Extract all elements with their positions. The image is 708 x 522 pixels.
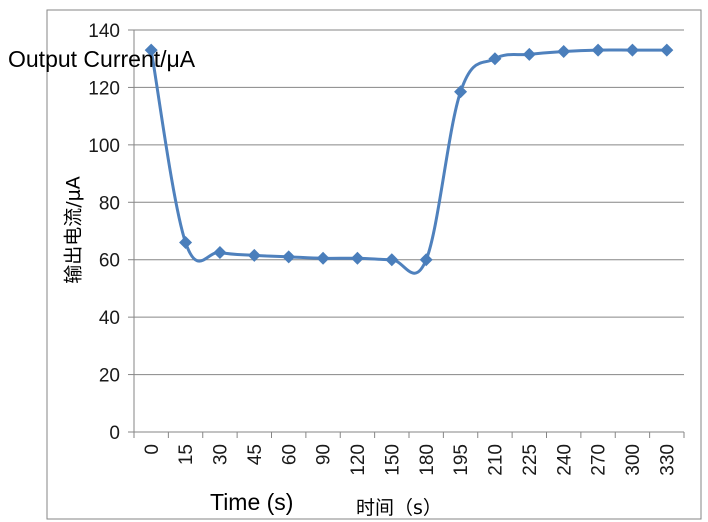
x-tick-label: 0 [142, 444, 163, 455]
y-tick-label: 40 [99, 308, 120, 329]
x-tick-label: 240 [554, 444, 575, 476]
x-tick-label: 270 [589, 444, 610, 476]
axes [128, 29, 685, 438]
data-point-marker [557, 45, 571, 59]
data-point-marker [282, 250, 296, 264]
x-tick-label: 45 [245, 444, 266, 465]
y-tick-label: 100 [88, 136, 120, 157]
y-tick-label: 0 [109, 423, 120, 444]
x-axis-label-chinese: 时间（s） [356, 497, 442, 519]
y-tick-label: 140 [88, 21, 120, 42]
data-point-marker [454, 85, 468, 99]
x-tick-label: 90 [314, 444, 335, 465]
chart-border [46, 9, 702, 520]
x-tick-label: 210 [486, 444, 507, 476]
data-point-marker [247, 248, 261, 262]
x-tick-label: 150 [382, 444, 403, 476]
x-tick-label: 180 [417, 444, 438, 476]
data-point-marker [419, 253, 433, 267]
x-tick-label: 30 [211, 444, 232, 465]
y-axis-label-chinese: 输出电流/μA [62, 176, 85, 284]
x-tick-label: 330 [657, 444, 678, 476]
data-point-marker [591, 43, 605, 57]
x-tick-label: 60 [279, 444, 300, 465]
x-tick-label: 300 [623, 444, 644, 476]
y-tick-labels: 0 20 40 60 80 100 120 140 [88, 21, 120, 444]
gridlines [134, 29, 684, 376]
x-tick-label: 195 [451, 444, 472, 476]
y-axis-label-english: Output Current/μA [8, 46, 196, 72]
data-point-marker [488, 52, 502, 66]
x-tick-label: 120 [348, 444, 369, 476]
x-tick-labels: 0 15 30 45 60 90 120 150 180 195 210 225 240 270 300 33… [142, 444, 679, 476]
y-tick-label: 80 [99, 193, 120, 214]
x-axis-label-english: Time (s) [210, 489, 294, 515]
y-tick-label: 120 [88, 78, 120, 99]
data-point-marker [625, 43, 639, 57]
data-point-marker [522, 47, 536, 61]
data-point-marker [660, 43, 674, 57]
data-point-marker [385, 253, 399, 267]
y-tick-label: 60 [99, 251, 120, 272]
data-point-marker [213, 246, 227, 260]
data-point-marker [350, 251, 364, 265]
series-markers [144, 43, 674, 267]
data-point-marker [144, 43, 158, 57]
data-point-marker [316, 251, 330, 265]
y-tick-label: 20 [99, 366, 120, 387]
x-tick-label: 15 [176, 444, 197, 465]
x-tick-label: 225 [520, 444, 541, 476]
data-point-marker [179, 235, 193, 249]
